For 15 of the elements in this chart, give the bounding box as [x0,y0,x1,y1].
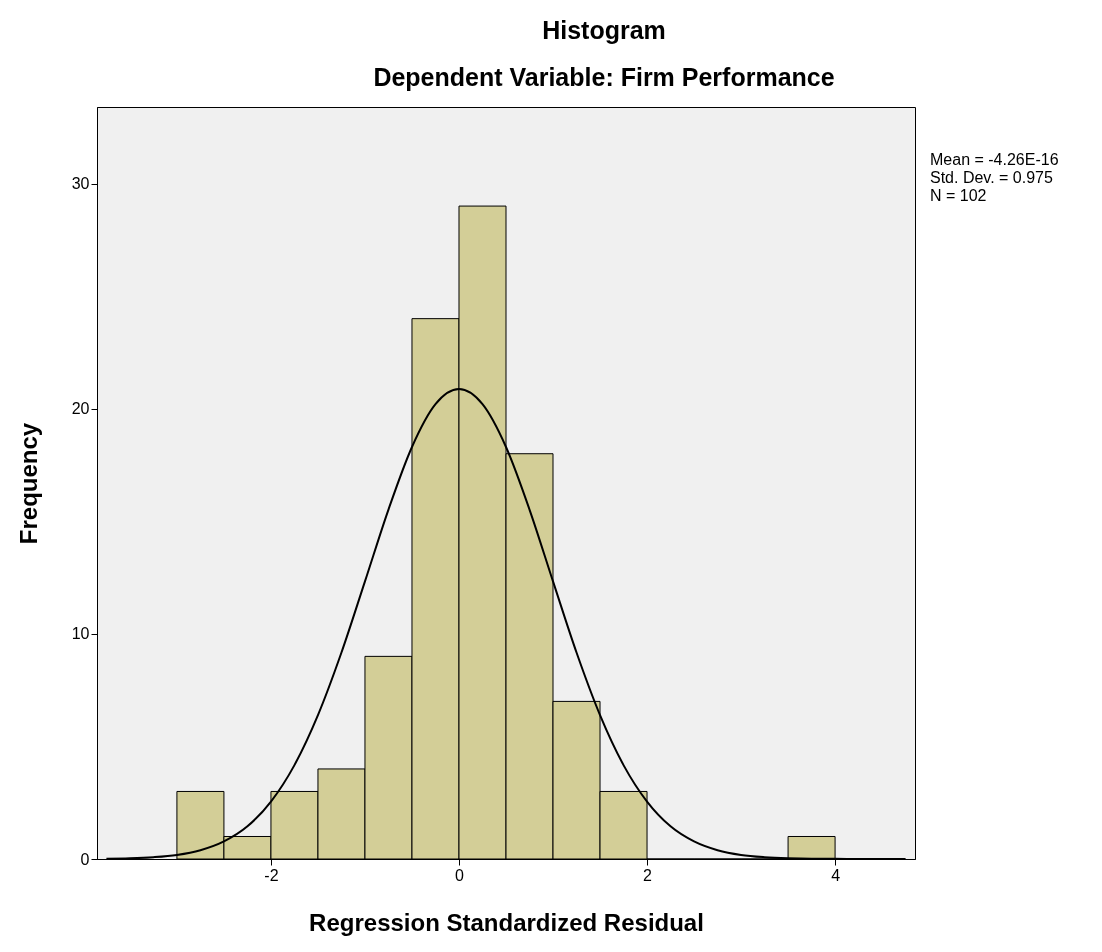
y-tick-label: 0 [80,850,90,868]
x-tick-label: 4 [831,866,841,884]
x-tick-label: 0 [455,866,465,884]
y-tick-label: 10 [71,625,90,643]
chart-title: Histogram [542,16,666,44]
x-axis-title: Regression Standardized Residual [309,908,704,936]
y-tick-label: 20 [71,400,90,418]
y-tick-label: 30 [71,175,90,193]
chart-subtitle: Dependent Variable: Firm Performance [373,63,835,91]
text: Mean = -4.26E-16 [930,151,1059,168]
x-tick-label: 2 [643,866,653,884]
text: N = 102 [930,187,987,204]
x-tick-label: -2 [264,866,279,884]
text: Std. Dev. = 0.975 [930,169,1053,186]
y-axis-title: Frequency [14,422,42,545]
